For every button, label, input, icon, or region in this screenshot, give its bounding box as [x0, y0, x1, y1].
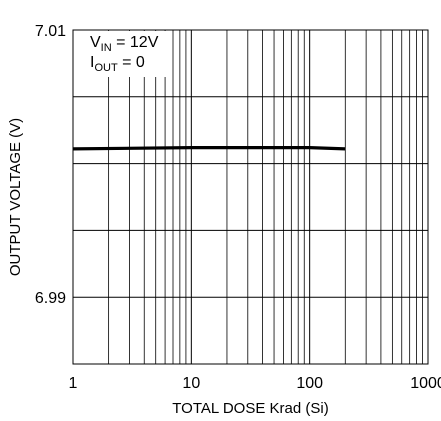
series-layer — [72, 146, 346, 151]
x-axis-title: TOTAL DOSE Krad (Si) — [172, 400, 328, 417]
plot-frame — [72, 29, 429, 365]
y-axis-title: OUTPUT VOLTAGE (V) — [7, 118, 24, 276]
x-tick-labels: 1 10 100 1000 — [69, 375, 441, 392]
x-tick-label: 1 — [69, 375, 78, 392]
plot-area — [73, 30, 428, 364]
x-tick-label: 1000 — [410, 375, 441, 392]
iout-annotation: IOUT = 0 — [90, 54, 145, 74]
x-tick-label: 100 — [296, 375, 323, 392]
y-tick-labels: 7.01 6.99 — [35, 23, 66, 307]
annotation-background — [74, 31, 172, 77]
minor-gridlines — [108, 30, 423, 364]
x-tick-label: 10 — [182, 375, 200, 392]
series-line — [72, 146, 346, 151]
y-tick-label: 6.99 — [35, 290, 66, 307]
y-tick-label: 7.01 — [35, 23, 66, 40]
conditions-annotation: VIN = 12V IOUT = 0 — [74, 31, 172, 77]
vin-annotation: VIN = 12V — [90, 34, 159, 54]
